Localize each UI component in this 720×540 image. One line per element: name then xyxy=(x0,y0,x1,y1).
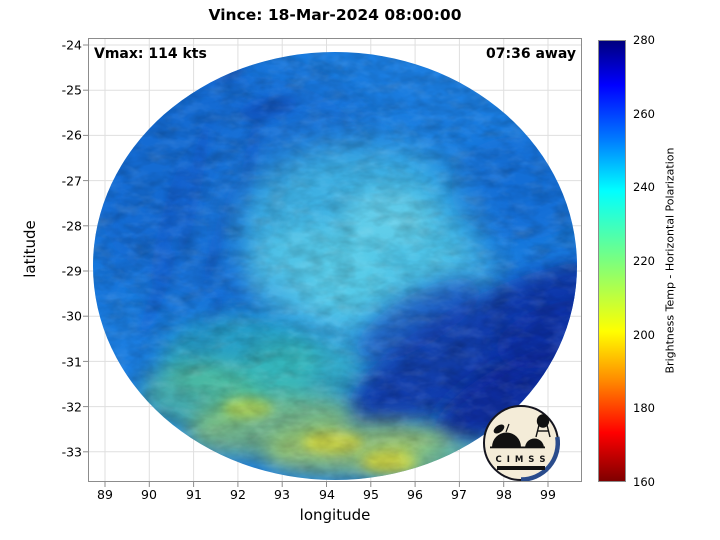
x-tick: 98 xyxy=(496,487,512,502)
x-tick: 97 xyxy=(451,487,467,502)
colorbar-tick: 220 xyxy=(633,254,655,268)
brightness-temp-image xyxy=(93,52,577,480)
x-tick: 91 xyxy=(186,487,202,502)
x-tick: 95 xyxy=(363,487,379,502)
colorbar-tick: 200 xyxy=(633,328,655,342)
y-tick: -26 xyxy=(61,127,82,143)
colorbar-tick: 240 xyxy=(633,180,655,194)
y-tick: -24 xyxy=(61,37,82,53)
dish-icon xyxy=(493,424,505,434)
x-tick: 94 xyxy=(319,487,335,502)
x-tick: 92 xyxy=(230,487,246,502)
y-tick: -28 xyxy=(61,218,82,234)
vmax-annotation: Vmax: 114 kts xyxy=(94,46,207,62)
y-tick: -25 xyxy=(61,82,82,98)
x-tick: 89 xyxy=(97,487,113,502)
y-tick: -27 xyxy=(61,173,82,189)
y-axis-label: latitude xyxy=(21,220,39,278)
x-axis-label: longitude xyxy=(299,506,371,524)
small-dome-icon xyxy=(525,438,544,448)
water-tower-icon xyxy=(535,414,551,438)
colorbar-label: Brightness Temp - Horizontal Polarizatio… xyxy=(663,147,677,374)
colorbar-tick: 280 xyxy=(633,33,655,47)
plot-area: C I M S S xyxy=(83,38,582,487)
colorbar-tick: 260 xyxy=(633,107,655,121)
noise-texture-light xyxy=(93,52,577,480)
colorbar-tick: 160 xyxy=(633,475,655,489)
cimss-logo: C I M S S xyxy=(483,405,561,482)
cimss-logo-text: C I M S S xyxy=(496,455,547,465)
time-away-annotation: 07:36 away xyxy=(486,46,576,62)
y-tick: -33 xyxy=(61,444,82,460)
x-tick: 93 xyxy=(274,487,290,502)
x-tick: 99 xyxy=(540,487,556,502)
colorbar-tick: 180 xyxy=(633,401,655,415)
y-tick: -30 xyxy=(61,308,82,324)
y-tick: -32 xyxy=(61,399,82,415)
x-tick: 90 xyxy=(141,487,157,502)
colorbar-gradient xyxy=(599,41,625,481)
logo-navy-arc xyxy=(520,436,561,482)
large-dome-icon xyxy=(492,432,521,447)
colorbar xyxy=(598,40,626,482)
tick-marks xyxy=(83,44,549,487)
y-tick: -29 xyxy=(61,263,82,279)
plot-title: Vince: 18-Mar-2024 08:00:00 xyxy=(208,6,462,24)
x-tick: 96 xyxy=(407,487,423,502)
y-tick: -31 xyxy=(61,354,82,370)
axis-frame xyxy=(88,38,582,482)
